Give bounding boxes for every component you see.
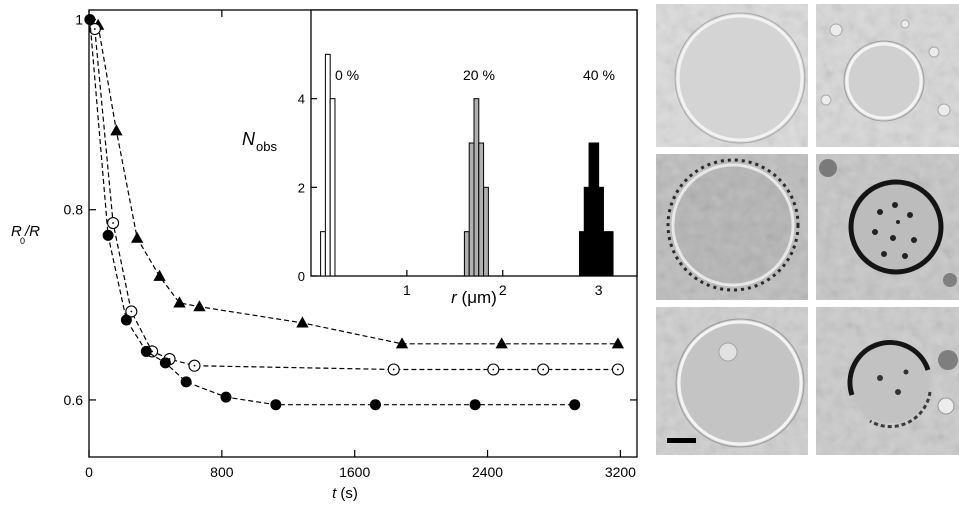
data-point-triangle	[153, 269, 166, 281]
main-x-tick-label: 3200	[605, 464, 636, 480]
scale-bar	[667, 438, 696, 443]
main-y-tick-label: 0.8	[64, 202, 84, 218]
data-point-open-circle-center	[492, 368, 495, 371]
micrograph-panel-6	[816, 307, 959, 455]
data-point-triangle	[110, 124, 123, 136]
data-point-triangle	[395, 337, 409, 349]
data-point-filled-circle	[120, 314, 132, 326]
histogram-bar	[329, 98, 336, 277]
histogram-bar	[593, 142, 600, 277]
histogram-bar	[583, 186, 590, 277]
main-y-tick-label: 0.6	[64, 392, 84, 408]
histogram-bar	[483, 186, 489, 277]
data-point-open-circle-center	[392, 368, 395, 371]
inset-annotation-40: 40 %	[583, 67, 615, 83]
inset-x-tick-label: 1	[403, 282, 411, 298]
inset-x-tick-label: 3	[595, 282, 603, 298]
data-point-filled-circle	[569, 399, 581, 411]
main-y-tick-label: 1	[75, 12, 83, 28]
inset-y-tick-label: 0	[298, 269, 305, 284]
inset-y-axis-title: N obs	[242, 129, 277, 154]
micrograph-panel-2	[816, 4, 959, 147]
series-line	[94, 28, 618, 371]
histogram-bar	[463, 231, 470, 277]
inset-annotation-20: 20 %	[463, 67, 495, 83]
inset-x-axis-title: r (μm)	[451, 288, 497, 307]
data-point-filled-circle	[220, 391, 232, 403]
data-point-filled-circle	[140, 345, 152, 357]
inset-y-tick-label: 2	[298, 180, 305, 195]
histogram-bar	[602, 231, 609, 277]
histogram-bar	[478, 142, 485, 277]
data-point-open-circle-center	[93, 28, 96, 30]
histogram-bar	[320, 231, 326, 277]
data-point-triangle	[193, 300, 206, 312]
inset-series-20pct	[463, 98, 489, 277]
data-point-filled-circle	[102, 229, 114, 241]
histogram-bar	[607, 231, 614, 277]
data-point-open-circle-center	[130, 310, 133, 313]
main-x-tick-label: 2400	[472, 464, 503, 480]
histogram-bar	[468, 142, 475, 277]
svg-text:R: R	[11, 223, 22, 240]
data-point-triangle	[495, 337, 508, 349]
data-point-open-circle-center	[542, 368, 545, 371]
data-point-triangle	[130, 231, 144, 243]
histogram-bar	[578, 231, 585, 277]
data-point-filled-circle	[180, 376, 192, 388]
data-point-open-circle-center	[112, 222, 114, 224]
main-y-axis-title: R 0 /R	[11, 223, 40, 246]
micrograph-panel-4	[816, 154, 959, 300]
data-point-filled-circle	[469, 399, 481, 411]
histogram-bar	[324, 53, 331, 277]
data-point-open-circle-center	[617, 368, 619, 371]
main-series-filled-circle	[84, 14, 581, 411]
data-point-triangle	[173, 296, 186, 308]
series-line	[89, 19, 575, 406]
series-line	[97, 25, 618, 345]
inset-x-tick-label: 2	[499, 282, 507, 298]
svg-text:0: 0	[20, 236, 25, 246]
inset-y-tick-label: 4	[298, 92, 305, 107]
micrograph-panel-1	[656, 4, 808, 147]
svg-text:/R: /R	[24, 223, 40, 240]
micrograph-panel-5	[656, 307, 808, 455]
histogram-bar	[473, 98, 480, 277]
data-point-filled-circle	[84, 14, 96, 26]
histogram-bar	[588, 142, 595, 277]
histogram-bar	[598, 186, 604, 277]
data-point-open-circle-center	[193, 364, 196, 367]
data-point-triangle	[611, 337, 625, 349]
data-point-filled-circle	[369, 399, 381, 411]
main-x-tick-label: 0	[85, 464, 93, 480]
inset-chart: 1 2 3 0 2 4 0 % 20 % 40 % N obs r (μm)	[242, 9, 638, 307]
svg-text:N: N	[242, 129, 256, 149]
data-point-triangle	[296, 316, 309, 328]
micrograph-panel-3	[656, 154, 808, 300]
inset-series-40pct	[578, 142, 614, 277]
data-point-filled-circle	[159, 357, 171, 369]
main-x-axis-title: t (s)	[332, 485, 358, 502]
main-x-tick-label: 1600	[339, 464, 370, 480]
data-point-filled-circle	[270, 399, 282, 411]
svg-text:obs: obs	[256, 139, 277, 154]
main-series-open-circle	[88, 22, 624, 376]
inset-series-0pct	[320, 53, 336, 277]
main-x-tick-label: 800	[210, 464, 234, 480]
micrograph-grid	[656, 4, 959, 455]
inset-annotation-0: 0 %	[335, 67, 359, 83]
